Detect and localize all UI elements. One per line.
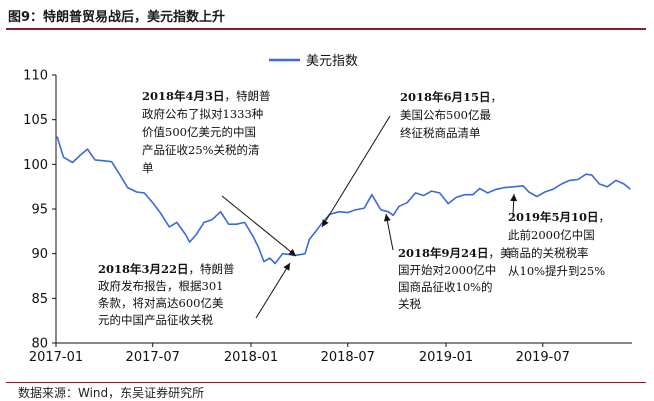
x-tick-label: 2019-01 — [419, 350, 473, 365]
y-tick-label: 85 — [31, 292, 48, 307]
annotation-arrow — [221, 195, 297, 257]
annotation-line: 政府公布了拟对1333种 — [142, 107, 263, 121]
annotation-line: 关税 — [398, 297, 421, 311]
annotation-line: 2018年4月3日，特朗普 — [142, 89, 271, 103]
annotation-arrowhead — [383, 214, 391, 222]
annotation-text: ，特朗普 — [189, 262, 235, 276]
annotation-line: 国开始对2000亿中 — [398, 263, 496, 277]
annotation-line: 2018年9月24日，美 — [398, 246, 512, 260]
annotation-line: 2019年5月10日， — [508, 210, 610, 224]
y-tick-label: 100 — [23, 158, 48, 173]
chart-ticks: 80 85 90 95 100 105 110 2017-01 2017-07 2018-01 20… — [23, 69, 570, 366]
x-tick-label: 2017-07 — [126, 350, 180, 365]
annotation-text: ， — [491, 90, 503, 104]
annotation-arrowhead — [510, 194, 518, 202]
annotation-line: 元的中国产品征收关税 — [98, 313, 213, 327]
annotation-line: 美国公布500亿最 — [400, 108, 491, 122]
annotation-date: 2018年3月22日 — [98, 262, 189, 276]
annotation-text: ，美 — [489, 246, 512, 260]
annotation-line: 商品的关税税率 — [508, 246, 589, 260]
annotation-date: 2019年5月10日 — [508, 210, 599, 224]
y-tick-label: 80 — [31, 337, 48, 352]
annotation-date: 2018年6月15日 — [400, 90, 491, 104]
bottom-rule — [6, 382, 646, 383]
annotation-line: 产品征收25%关税的清 — [142, 143, 260, 157]
annotation-line: 2018年6月15日， — [400, 90, 502, 104]
x-tick-label: 2017-01 — [29, 350, 83, 365]
source-note: 数据来源：Wind，东吴证券研究所 — [18, 386, 205, 400]
annotation-line: 政府发布报告，根据301 — [98, 279, 223, 293]
annotation-arrowhead — [288, 248, 296, 256]
annotation-text: ， — [599, 210, 611, 224]
y-tick-label: 90 — [31, 247, 48, 262]
x-tick-label: 2018-01 — [224, 350, 278, 365]
annotation-mar2018: 2018年3月22日，特朗普政府发布报告，根据301条款，将对高达600亿美元的… — [98, 262, 291, 327]
annotation-line: 此前2000亿中国 — [508, 228, 595, 242]
annotation-line: 国商品征收10%的 — [398, 280, 493, 294]
legend-label: 美元指数 — [306, 54, 358, 69]
annotation-line: 单 — [142, 161, 154, 175]
annotation-arrow — [321, 115, 391, 228]
annotation-arrow — [255, 262, 291, 319]
annotation-line: 从10%提升到25% — [508, 264, 605, 278]
x-tick-label: 2019-07 — [516, 350, 570, 365]
annotation-line: 价值500亿美元的中国 — [142, 125, 256, 139]
annotation-apr2018: 2018年4月3日，特朗普政府公布了拟对1333种价值500亿美元的中国产品征收… — [142, 89, 297, 257]
annotation-date: 2018年9月24日 — [398, 246, 489, 260]
annotation-date: 2018年4月3日 — [142, 89, 225, 103]
annotation-line: 终征税商品清单 — [400, 126, 481, 140]
annotation-line: 条款，将对高达600亿美 — [98, 296, 224, 310]
figure-title: 图9：特朗普贸易战后，美元指数上升 — [8, 10, 226, 25]
y-tick-label: 110 — [23, 69, 48, 84]
x-tick-label: 2018-07 — [321, 350, 375, 365]
title-rule — [6, 28, 646, 30]
annotation-arrowhead — [322, 219, 329, 227]
annotation-text: ，特朗普 — [225, 89, 271, 103]
y-tick-label: 95 — [31, 203, 48, 218]
y-tick-label: 105 — [23, 113, 48, 128]
annotation-line: 2018年3月22日，特朗普 — [98, 262, 235, 276]
chart-canvas: 80 85 90 95 100 105 110 2017-01 2017-07 2018-01 20… — [23, 54, 632, 366]
chart-legend: 美元指数 — [269, 54, 358, 69]
annotation-arrowhead — [283, 263, 290, 271]
chart-annotations: 2018年4月3日，特朗普政府公布了拟对1333种价值500亿美元的中国产品征收… — [98, 89, 610, 327]
